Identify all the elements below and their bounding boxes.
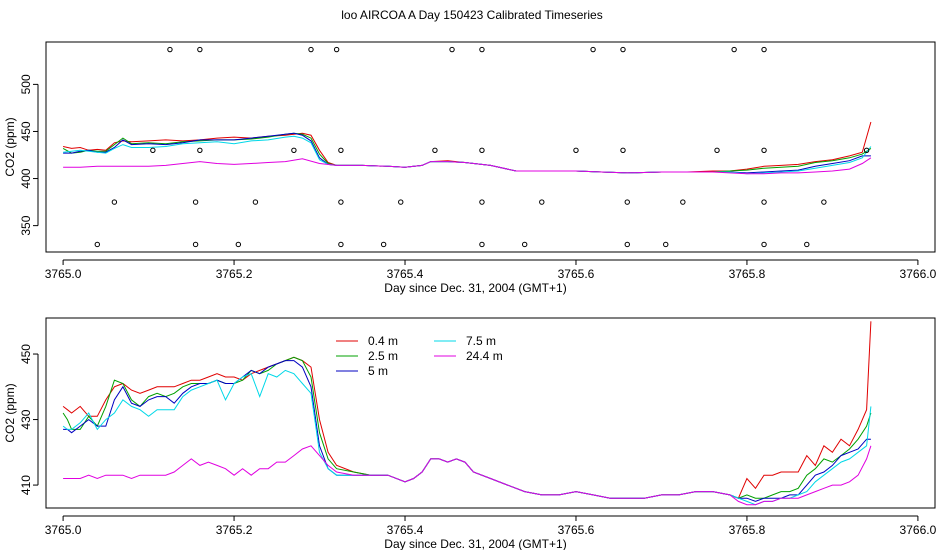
scatter-point bbox=[197, 46, 203, 53]
scatter-point bbox=[761, 241, 767, 248]
legend-label: 5 m bbox=[368, 364, 388, 378]
series-line bbox=[62, 121, 872, 174]
scatter-point bbox=[620, 46, 626, 53]
legend-label: 0.4 m bbox=[368, 334, 398, 348]
y-tick-label: 430 bbox=[19, 409, 33, 429]
scatter-point bbox=[111, 199, 118, 205]
scatter-point bbox=[338, 241, 344, 248]
scatter-point bbox=[479, 46, 485, 53]
legend-label: 24.4 m bbox=[466, 349, 503, 363]
plot-area bbox=[62, 121, 872, 175]
scatter-point bbox=[731, 46, 737, 53]
x-tick-label: 3765.4 bbox=[387, 267, 424, 281]
scatter-point bbox=[308, 46, 314, 53]
scatter-point bbox=[590, 46, 596, 53]
x-tick-label: 3765.6 bbox=[558, 267, 595, 281]
x-tick-label: 3765.8 bbox=[729, 523, 766, 537]
x-tick-label: 3765.0 bbox=[45, 523, 82, 537]
scatter-point bbox=[333, 46, 340, 53]
scatter-point bbox=[624, 241, 630, 248]
scatter-point bbox=[539, 199, 545, 205]
x-tick-label: 3765.2 bbox=[216, 267, 253, 281]
scatter-point bbox=[398, 199, 404, 205]
top-panel: 3765.0 3765.2 3765.4 3765.6 3765.8 3766.0 Day … bbox=[3, 41, 937, 295]
scatter-point bbox=[714, 147, 720, 153]
series-line bbox=[62, 369, 872, 506]
series-line bbox=[63, 445, 872, 506]
scatter-point bbox=[521, 241, 528, 248]
y-tick-label: 500 bbox=[19, 74, 33, 94]
legend-label: 2.5 m bbox=[368, 349, 398, 363]
plot-frame bbox=[45, 41, 936, 253]
x-tick-label: 3765.8 bbox=[729, 267, 766, 281]
scatter-point bbox=[761, 147, 767, 153]
scatter-point bbox=[663, 241, 669, 248]
scatter-point bbox=[380, 241, 387, 248]
x-tick-label: 3766.0 bbox=[900, 523, 937, 537]
series-line bbox=[63, 132, 871, 174]
y-tick-label: 450 bbox=[19, 121, 33, 141]
scatter-point bbox=[197, 147, 203, 153]
x-axis-label: Day since Dec. 31, 2004 (GMT+1) bbox=[384, 537, 566, 550]
scatter-point bbox=[338, 199, 344, 205]
scatter-point bbox=[338, 147, 344, 153]
scatter-point bbox=[804, 241, 810, 248]
y-tick-label: 350 bbox=[19, 215, 33, 235]
series-line bbox=[63, 360, 871, 502]
scatter-point bbox=[680, 199, 686, 205]
scatter-point bbox=[573, 147, 579, 153]
scatter-point bbox=[620, 147, 626, 153]
series-line bbox=[63, 157, 872, 175]
scatter-point bbox=[624, 199, 630, 205]
y-tick-label: 410 bbox=[19, 475, 33, 495]
scatter-point bbox=[167, 46, 173, 53]
y-tick-label: 400 bbox=[19, 168, 33, 188]
x-tick-label: 3765.4 bbox=[387, 523, 424, 537]
scatter-point bbox=[192, 241, 199, 248]
scatter-point bbox=[479, 147, 485, 153]
x-tick-label: 3765.0 bbox=[45, 267, 82, 281]
series-line bbox=[62, 356, 872, 499]
plot-area bbox=[62, 321, 872, 506]
x-tick-label: 3765.6 bbox=[558, 523, 595, 537]
y-axis-label: CO2 (ppm) bbox=[3, 383, 17, 442]
legend-label: 7.5 m bbox=[466, 334, 496, 348]
scatter-point bbox=[94, 241, 100, 248]
scatter-point bbox=[479, 199, 485, 205]
scatter-point bbox=[192, 199, 199, 205]
scatter-point bbox=[235, 241, 242, 248]
scatter-point bbox=[821, 199, 827, 205]
y-tick-label: 450 bbox=[19, 344, 33, 364]
scatter-point bbox=[761, 199, 767, 205]
y-axis-label: CO2 (ppm) bbox=[3, 117, 17, 176]
plot-frame bbox=[45, 317, 936, 509]
figure-title: loo AIRCOA A Day 150423 Calibrated Times… bbox=[341, 8, 602, 22]
bottom-panel: 3765.0 3765.2 3765.4 3765.6 3765.8 3766.0 Day … bbox=[3, 317, 937, 551]
scatter-point bbox=[291, 147, 297, 153]
scatter-point bbox=[479, 241, 485, 248]
scatter-point bbox=[449, 46, 455, 53]
x-axis-label: Day since Dec. 31, 2004 (GMT+1) bbox=[384, 281, 566, 295]
scatter-point bbox=[150, 147, 156, 153]
scatter-point bbox=[252, 199, 259, 205]
scatter-point bbox=[761, 46, 767, 53]
scatter-point bbox=[432, 147, 438, 153]
series-line bbox=[62, 132, 872, 174]
scatter-point bbox=[863, 147, 870, 153]
x-tick-label: 3766.0 bbox=[900, 267, 937, 281]
x-tick-label: 3765.2 bbox=[216, 523, 253, 537]
